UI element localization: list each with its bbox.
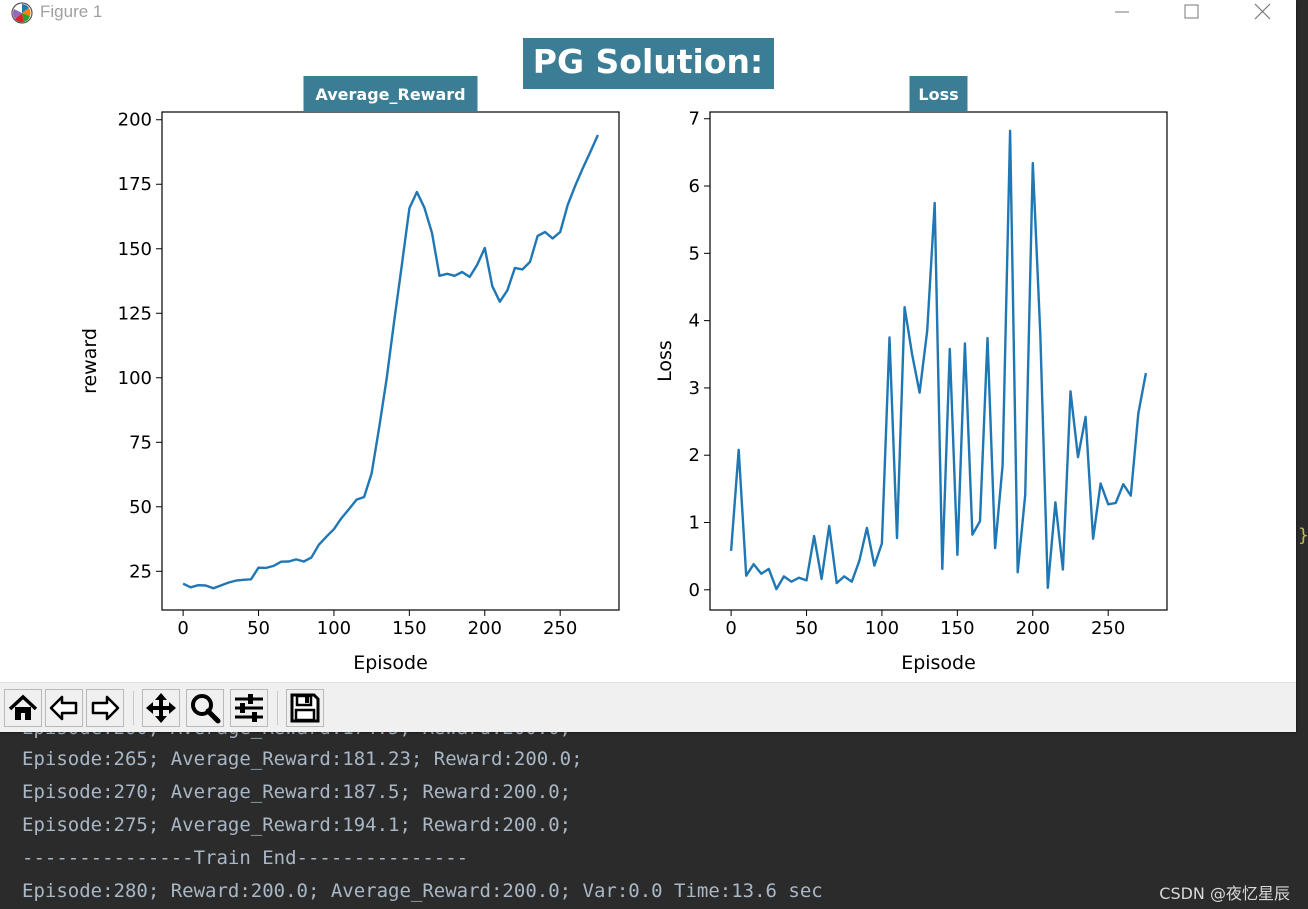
figure-canvas: PG Solution: 0 50 100 150 200 250 25 50 75 100 125… xyxy=(0,26,1296,682)
y-tick-label: 50 xyxy=(129,497,152,518)
axes-frame xyxy=(161,111,620,611)
x-axis-label: Episode xyxy=(901,652,976,674)
y-tick-label: 5 xyxy=(689,243,700,264)
console-line: Episode:275; Average_Reward:194.1; Rewar… xyxy=(22,814,572,836)
console-line: Episode:265; Average_Reward:181.23; Rewa… xyxy=(22,748,583,770)
figure-svg: PG Solution: 0 50 100 150 200 250255075100125… xyxy=(79,38,1168,674)
window-title: Figure 1 xyxy=(40,2,103,21)
x-tick-label: 0 xyxy=(725,618,736,639)
y-tick-label: 150 xyxy=(118,239,152,260)
watermark-text: CSDN @夜忆星辰 xyxy=(1159,884,1290,903)
save-icon xyxy=(290,693,320,723)
title-bar[interactable]: Figure 1 xyxy=(0,0,1296,26)
suptitle-background xyxy=(523,38,774,89)
editor-edge xyxy=(1296,0,1308,909)
y-tick-label: 100 xyxy=(118,368,152,389)
average-reward-chart: 0 50 100 150 200 250 25 50 75 100 125 150 175 200 Epis… xyxy=(79,76,620,674)
y-tick-label: 3 xyxy=(689,378,700,399)
x-tick-label: 0 xyxy=(177,618,188,639)
forward-button[interactable] xyxy=(86,689,124,727)
x-tick-label: 50 xyxy=(247,618,270,639)
y-tick-label: 2 xyxy=(689,445,700,466)
x-axis-label: Episode xyxy=(353,652,428,674)
zoom-icon xyxy=(191,694,221,724)
chart-title: Average_Reward xyxy=(315,85,465,104)
loss-chart: 0 50 100 150 200 250 0 1 2 3 4 5 6 7 Episode Loss Loss xyxy=(654,76,1168,674)
y-tick-label: 1 xyxy=(689,513,700,534)
y-tick-label: 0 xyxy=(689,580,700,601)
y-tick-label: 200 xyxy=(118,110,152,131)
minimize-button[interactable] xyxy=(1098,0,1144,26)
navigation-toolbar xyxy=(0,682,1296,732)
close-button[interactable] xyxy=(1239,0,1285,26)
x-tick-label: 150 xyxy=(940,618,974,639)
y-tick-label: 75 xyxy=(129,432,152,453)
y-axis-label: reward xyxy=(79,328,101,394)
x-tick-label: 200 xyxy=(1016,618,1050,639)
y-tick-label: 7 xyxy=(689,109,700,130)
home-button[interactable] xyxy=(4,689,42,727)
forward-arrow-icon xyxy=(91,695,120,721)
y-tick-label: 125 xyxy=(118,303,152,324)
console-line: ---------------Train End--------------- xyxy=(22,847,469,869)
x-tick-label: 250 xyxy=(1091,618,1125,639)
close-icon xyxy=(1254,3,1271,20)
toolbar-separator xyxy=(277,691,278,725)
y-tick-label: 175 xyxy=(118,174,152,195)
chart-title: Loss xyxy=(918,85,958,104)
console-line: Episode:270; Average_Reward:187.5; Rewar… xyxy=(22,781,572,803)
back-arrow-icon xyxy=(49,695,78,721)
series-line xyxy=(729,129,1148,591)
maximize-button[interactable] xyxy=(1168,0,1214,26)
closing-brace: } xyxy=(1298,525,1308,546)
chart-title-background xyxy=(909,76,968,112)
x-tick-label: 100 xyxy=(865,618,899,639)
x-tick-label: 150 xyxy=(392,618,426,639)
configure-subplots-button[interactable] xyxy=(230,689,268,727)
pan-button[interactable] xyxy=(142,689,180,727)
series-line xyxy=(182,134,599,590)
pan-icon xyxy=(146,693,176,723)
toolbar-separator xyxy=(133,691,134,725)
console-line: Episode:280; Reward:200.0; Average_Rewar… xyxy=(22,880,823,902)
chart-title-background xyxy=(303,76,478,112)
x-tick-label: 200 xyxy=(468,618,502,639)
figure-suptitle: PG Solution: xyxy=(533,42,763,81)
y-tick-label: 25 xyxy=(129,561,152,582)
y-tick-label: 4 xyxy=(689,311,700,332)
save-button[interactable] xyxy=(286,689,324,727)
home-icon xyxy=(8,694,38,720)
minimize-icon xyxy=(1115,11,1129,13)
y-tick-label: 6 xyxy=(689,176,700,197)
back-button[interactable] xyxy=(45,689,83,727)
x-tick-label: 50 xyxy=(795,618,818,639)
matplotlib-logo-icon xyxy=(11,2,33,24)
figure-window: Figure 1 PG Solution: 0 50 100 150 200 250 25 5… xyxy=(0,0,1296,732)
zoom-button[interactable] xyxy=(186,689,224,727)
y-axis-label: Loss xyxy=(654,340,676,382)
maximize-icon xyxy=(1184,4,1199,19)
x-tick-label: 100 xyxy=(317,618,351,639)
configure-subplots-icon xyxy=(235,694,263,722)
x-tick-label: 250 xyxy=(543,618,577,639)
